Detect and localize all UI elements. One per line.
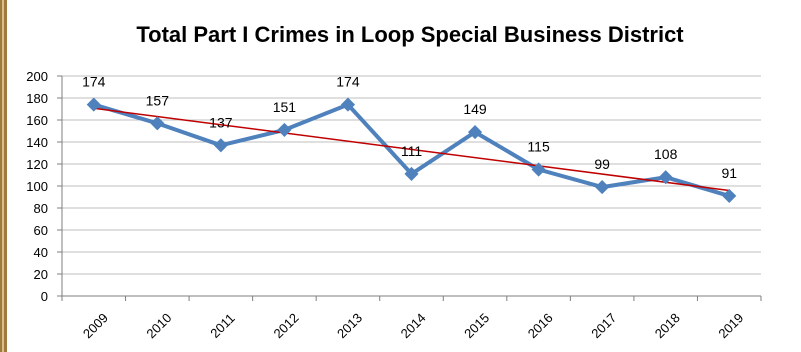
axes xyxy=(57,75,762,301)
data-label: 91 xyxy=(721,165,737,181)
data-point xyxy=(531,162,546,177)
data-point xyxy=(404,166,419,181)
data-point xyxy=(213,138,228,153)
x-tick-label: 2014 xyxy=(398,310,429,341)
y-tick-label: 60 xyxy=(34,223,48,238)
data-label: 99 xyxy=(594,156,610,172)
window-left-edge-highlight xyxy=(2,0,4,352)
y-tick-label: 160 xyxy=(26,113,48,128)
gridlines xyxy=(62,75,761,275)
x-tick-label: 2009 xyxy=(80,310,111,341)
data-labels: 174 157 137 151 174 111 149 115 99 108 91 xyxy=(82,74,737,181)
data-label: 157 xyxy=(146,92,170,108)
data-label: 174 xyxy=(82,74,106,90)
data-label: 174 xyxy=(336,74,360,90)
x-tick-label: 2010 xyxy=(143,310,174,341)
data-point xyxy=(277,122,292,137)
data-label: 151 xyxy=(273,99,297,115)
data-label: 111 xyxy=(401,143,422,159)
window-left-edge xyxy=(0,0,7,352)
y-tick-label: 140 xyxy=(26,135,48,150)
x-axis-ticks: 2009 2010 2011 2012 2013 2014 2015 2016 2017 2018… xyxy=(80,310,747,341)
data-point xyxy=(658,170,673,185)
x-tick-label: 2017 xyxy=(588,310,619,341)
data-point xyxy=(340,97,356,112)
y-tick-label: 180 xyxy=(26,91,48,106)
data-label: 108 xyxy=(654,146,678,162)
x-tick-label: 2018 xyxy=(652,310,683,341)
x-tick-label: 2011 xyxy=(207,310,237,340)
y-axis-ticks: 0 20 40 60 80 100 120 140 160 180 200 xyxy=(26,69,48,304)
trendline xyxy=(93,107,730,192)
data-label: 149 xyxy=(463,101,487,117)
x-tick-label: 2013 xyxy=(334,310,365,341)
x-tick-label: 2016 xyxy=(525,310,556,341)
data-point xyxy=(722,188,737,203)
x-tick-label: 2019 xyxy=(715,310,746,341)
data-label: 115 xyxy=(527,139,550,155)
chart-title: Total Part I Crimes in Loop Special Busi… xyxy=(136,22,684,47)
y-tick-label: 200 xyxy=(26,69,48,84)
x-tick-label: 2012 xyxy=(271,310,302,341)
x-tick-label: 2015 xyxy=(461,310,492,341)
y-tick-label: 20 xyxy=(34,267,48,282)
y-tick-label: 40 xyxy=(34,245,48,260)
y-tick-label: 120 xyxy=(26,157,48,172)
data-point xyxy=(150,116,165,131)
y-tick-label: 0 xyxy=(41,289,48,304)
data-point xyxy=(595,180,610,195)
y-tick-label: 100 xyxy=(26,179,48,194)
data-label: 137 xyxy=(209,114,233,130)
y-tick-label: 80 xyxy=(34,201,48,216)
